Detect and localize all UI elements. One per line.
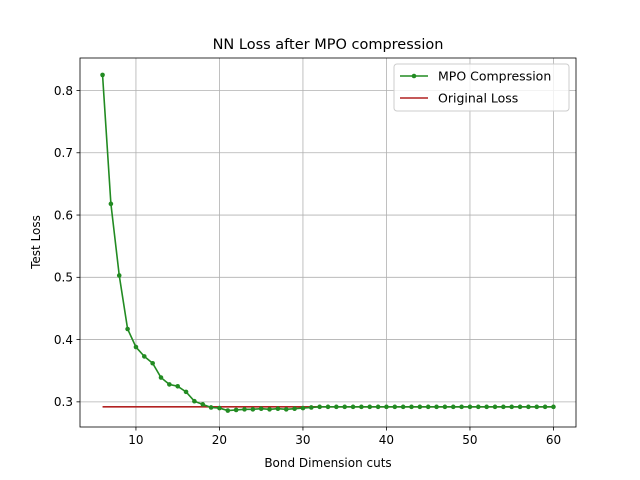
data-point-mpo-compression bbox=[392, 404, 398, 410]
y-axis: 0.3 0.4 0.5 0.6 0.7 0.8 bbox=[54, 84, 80, 409]
data-point-mpo-compression bbox=[534, 404, 540, 410]
data-point-mpo-compression bbox=[501, 404, 506, 410]
data-point-mpo-compression bbox=[275, 406, 281, 411]
data-point-mpo-compression bbox=[108, 201, 114, 207]
y-tick-label: 0.6 bbox=[54, 208, 73, 222]
data-point-mpo-compression bbox=[175, 383, 180, 389]
y-axis-label: Test Loss bbox=[29, 215, 43, 270]
data-point-mpo-compression bbox=[350, 404, 356, 410]
data-point-mpo-compression bbox=[367, 404, 373, 410]
y-tick-label: 0.3 bbox=[54, 395, 73, 409]
y-tick-label: 0.7 bbox=[54, 146, 73, 160]
data-point-mpo-compression bbox=[242, 407, 247, 412]
data-point-mpo-compression bbox=[467, 404, 473, 410]
plot-frame bbox=[79, 57, 577, 428]
legend-label-mpo-compression: MPO Compression bbox=[438, 69, 551, 84]
series-layer bbox=[100, 72, 556, 413]
legend-label-original-loss: Original Loss bbox=[438, 91, 518, 106]
data-point-mpo-compression bbox=[509, 404, 515, 410]
x-axis-label: Bond Dimension cuts bbox=[264, 456, 391, 470]
data-point-mpo-compression bbox=[400, 404, 406, 410]
data-point-mpo-compression bbox=[192, 398, 197, 404]
data-point-mpo-compression bbox=[250, 407, 256, 412]
data-point-mpo-compression bbox=[100, 72, 105, 78]
data-point-mpo-compression bbox=[317, 404, 322, 410]
y-tick-label: 0.4 bbox=[54, 333, 73, 347]
data-point-mpo-compression bbox=[334, 404, 339, 410]
data-point-mpo-compression bbox=[292, 406, 297, 411]
data-point-mpo-compression bbox=[459, 404, 464, 410]
data-point-mpo-compression bbox=[409, 404, 414, 410]
x-tick-label: 30 bbox=[295, 433, 310, 447]
legend-marker-mpo-compression bbox=[411, 73, 417, 79]
data-point-mpo-compression bbox=[417, 404, 423, 410]
x-tick-label: 40 bbox=[379, 433, 394, 447]
data-point-mpo-compression bbox=[300, 405, 306, 411]
legend-box bbox=[393, 63, 570, 112]
data-point-mpo-compression bbox=[542, 404, 548, 410]
data-point-mpo-compression bbox=[484, 404, 489, 410]
data-point-mpo-compression bbox=[125, 326, 130, 332]
x-tick-label: 60 bbox=[546, 433, 561, 447]
data-point-mpo-compression bbox=[141, 354, 147, 359]
data-point-mpo-compression bbox=[167, 382, 172, 387]
data-point-mpo-compression bbox=[116, 273, 122, 278]
x-axis: 10 20 30 40 50 60 bbox=[128, 427, 561, 447]
data-point-mpo-compression bbox=[208, 405, 214, 410]
data-point-mpo-compression bbox=[233, 407, 239, 413]
data-point-mpo-compression bbox=[200, 402, 206, 407]
data-point-mpo-compression bbox=[150, 360, 155, 366]
data-point-mpo-compression bbox=[267, 407, 272, 412]
data-point-mpo-compression bbox=[425, 404, 431, 410]
data-point-mpo-compression bbox=[434, 404, 439, 410]
legend: MPO Compression Original Loss bbox=[393, 63, 570, 112]
data-point-mpo-compression bbox=[375, 404, 381, 410]
data-point-mpo-compression bbox=[517, 404, 523, 410]
x-tick-label: 20 bbox=[212, 433, 227, 447]
data-point-mpo-compression bbox=[526, 404, 531, 410]
data-point-mpo-compression bbox=[258, 406, 264, 411]
data-point-mpo-compression bbox=[450, 404, 456, 410]
data-point-mpo-compression bbox=[225, 408, 231, 413]
data-point-mpo-compression bbox=[442, 404, 448, 410]
chart-title: NN Loss after MPO compression bbox=[213, 37, 444, 53]
x-tick-label: 50 bbox=[462, 433, 477, 447]
data-point-mpo-compression bbox=[492, 404, 498, 410]
data-point-mpo-compression bbox=[476, 404, 481, 410]
data-point-mpo-compression bbox=[325, 404, 331, 410]
x-tick-label: 10 bbox=[128, 433, 143, 447]
data-point-mpo-compression bbox=[308, 405, 314, 410]
data-point-mpo-compression bbox=[342, 404, 348, 410]
data-point-mpo-compression bbox=[133, 344, 139, 350]
grid bbox=[80, 58, 576, 427]
data-point-mpo-compression bbox=[158, 375, 164, 380]
data-point-mpo-compression bbox=[217, 405, 222, 411]
data-point-mpo-compression bbox=[551, 404, 556, 410]
data-point-mpo-compression bbox=[183, 389, 189, 395]
data-point-mpo-compression bbox=[384, 404, 389, 410]
data-point-mpo-compression bbox=[283, 407, 289, 412]
y-tick-label: 0.8 bbox=[54, 84, 73, 98]
data-point-mpo-compression bbox=[359, 404, 364, 410]
y-tick-label: 0.5 bbox=[54, 271, 73, 285]
